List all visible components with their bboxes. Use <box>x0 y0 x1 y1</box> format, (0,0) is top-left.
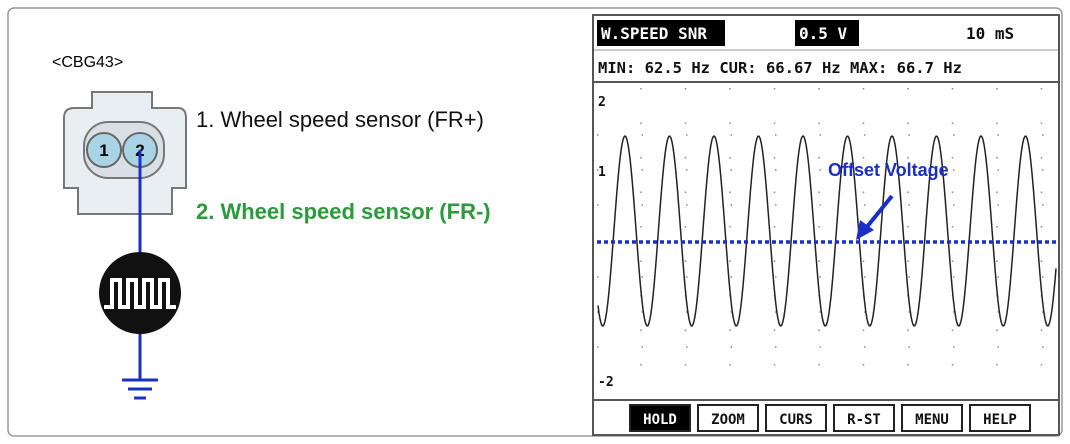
time-per-div: 10 mS <box>966 24 1014 43</box>
connector-label: <CBG43> <box>52 54 123 71</box>
pin-number: 1 <box>99 141 108 160</box>
y-label: 1 <box>598 165 606 180</box>
button[interactable] <box>969 404 1031 432</box>
waveform <box>597 134 1057 327</box>
scope-frame <box>592 14 1060 436</box>
button-label[interactable]: HELP <box>983 412 1017 428</box>
plot-area <box>597 88 1058 398</box>
button-label[interactable]: CURS <box>779 412 813 428</box>
y-label: -2 <box>598 375 614 390</box>
button[interactable] <box>697 404 759 432</box>
connector <box>63 91 187 215</box>
button-label[interactable]: R-ST <box>847 412 881 428</box>
channel-name: W.SPEED SNR <box>601 24 707 43</box>
annotation-arrow <box>856 194 894 240</box>
button-label[interactable]: MENU <box>915 412 949 428</box>
button-bar: HOLD ZOOM CURS R-ST MENU HELP <box>629 404 1031 432</box>
volts-per-div: 0.5 V <box>799 24 848 43</box>
button[interactable] <box>765 404 827 432</box>
sensor-icon <box>99 252 181 334</box>
pin-description: 1. Wheel speed sensor (FR+) <box>196 107 484 132</box>
pin-description: 2. Wheel speed sensor (FR-) <box>196 199 491 224</box>
button[interactable] <box>629 404 691 432</box>
button[interactable] <box>901 404 963 432</box>
annotation: Offset Voltage <box>828 160 949 180</box>
frequency-readout: MIN: 62.5 Hz CUR: 66.67 Hz MAX: 66.7 Hz <box>598 59 962 77</box>
volts-box <box>795 20 859 46</box>
y-label: 2 <box>598 95 606 110</box>
channel-box <box>597 20 725 46</box>
button-label[interactable]: ZOOM <box>711 412 745 428</box>
ground-symbol <box>122 378 158 400</box>
button[interactable] <box>833 404 895 432</box>
button-label[interactable]: HOLD <box>643 412 677 428</box>
